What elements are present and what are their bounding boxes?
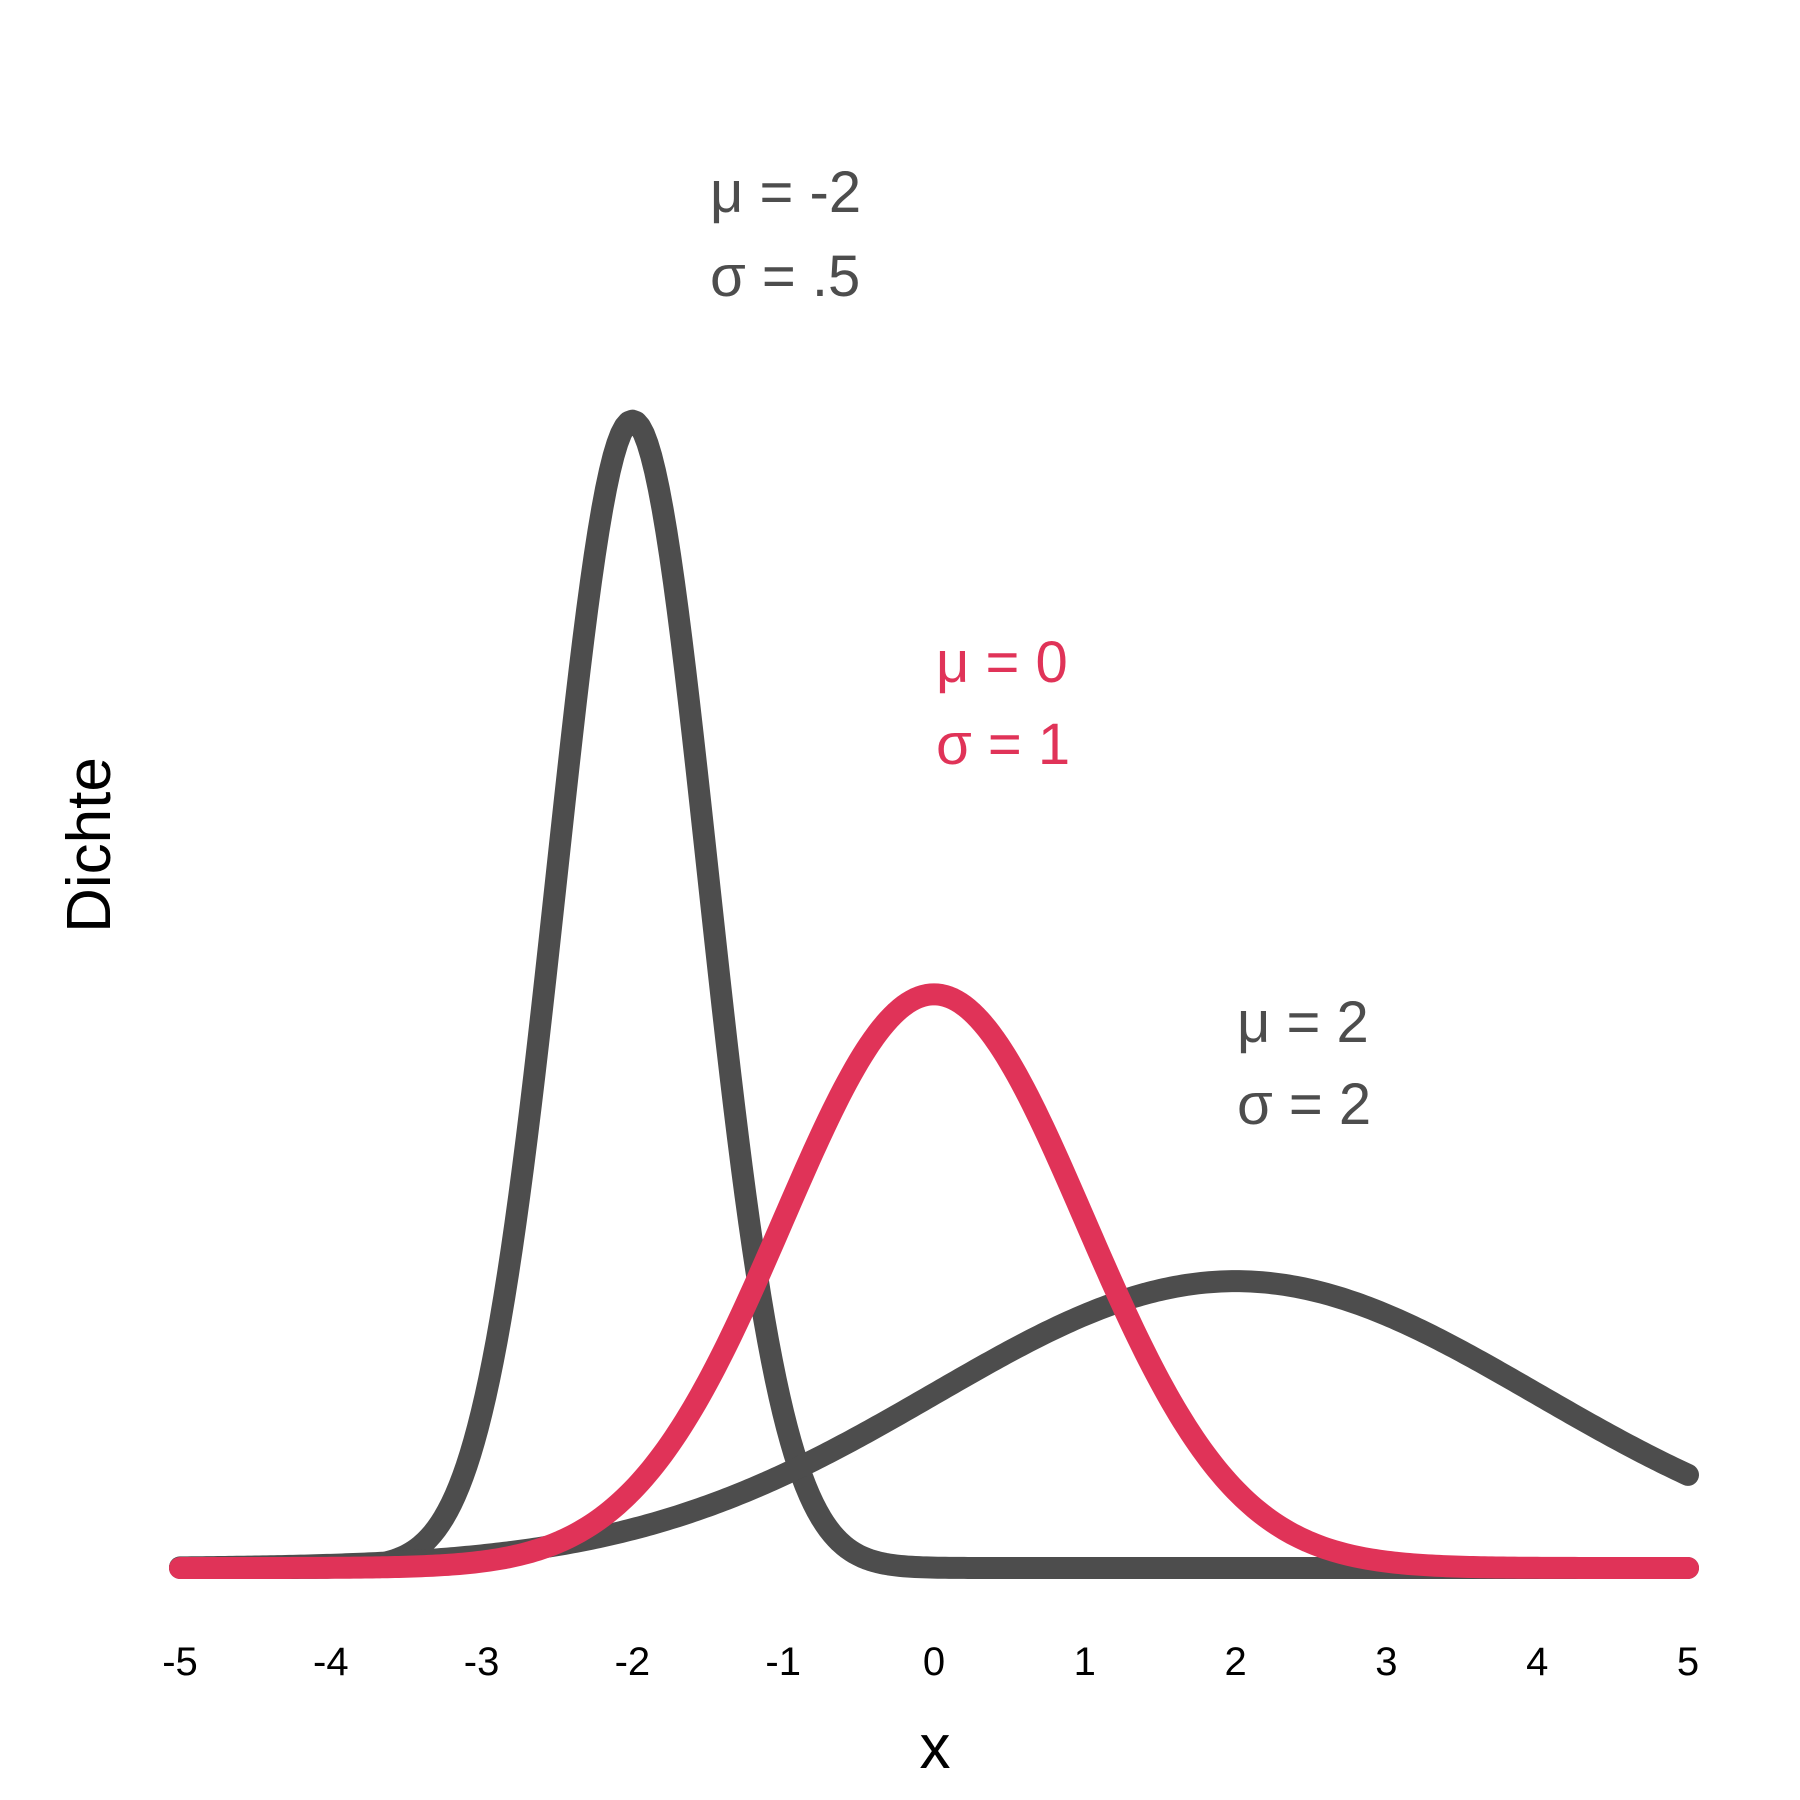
density-curve-mu-0-sigma-1 — [169, 983, 1699, 1579]
y-axis-title: Dichte — [55, 757, 124, 933]
density-curves — [169, 409, 1699, 1579]
x-tick-label: 0 — [923, 1640, 945, 1684]
x-axis-title: x — [920, 1713, 951, 1782]
x-tick-label: 5 — [1677, 1640, 1699, 1684]
x-tick-label: -3 — [464, 1640, 500, 1684]
annotation-mu-0-sigma-1: μ = 0 σ = 1 — [936, 630, 1070, 777]
x-axis-ticks: -5 -4 -3 -2 -1 0 1 2 3 4 5 — [162, 1640, 1699, 1684]
annotation-mu-label: μ = -2 — [710, 160, 861, 225]
annotation-mu-2-sigma-2: μ = 2 σ = 2 — [1237, 990, 1371, 1137]
annotation-mu-label: μ = 0 — [936, 630, 1068, 695]
annotation-sigma-label: σ = 2 — [1237, 1072, 1371, 1137]
x-tick-label: -4 — [313, 1640, 349, 1684]
x-tick-label: -1 — [765, 1640, 801, 1684]
x-tick-label: -2 — [615, 1640, 651, 1684]
annotation-mu-neg2-sigma-05: μ = -2 σ = .5 — [710, 160, 861, 309]
annotation-sigma-label: σ = 1 — [936, 712, 1070, 777]
annotation-sigma-label: σ = .5 — [710, 244, 860, 309]
x-tick-label: 3 — [1375, 1640, 1397, 1684]
x-tick-label: -5 — [162, 1640, 198, 1684]
x-tick-label: 2 — [1224, 1640, 1246, 1684]
annotation-mu-label: μ = 2 — [1237, 990, 1369, 1055]
x-tick-label: 4 — [1526, 1640, 1548, 1684]
density-curve-mu-2-sigma-2 — [169, 1270, 1699, 1579]
x-tick-label: 1 — [1074, 1640, 1096, 1684]
